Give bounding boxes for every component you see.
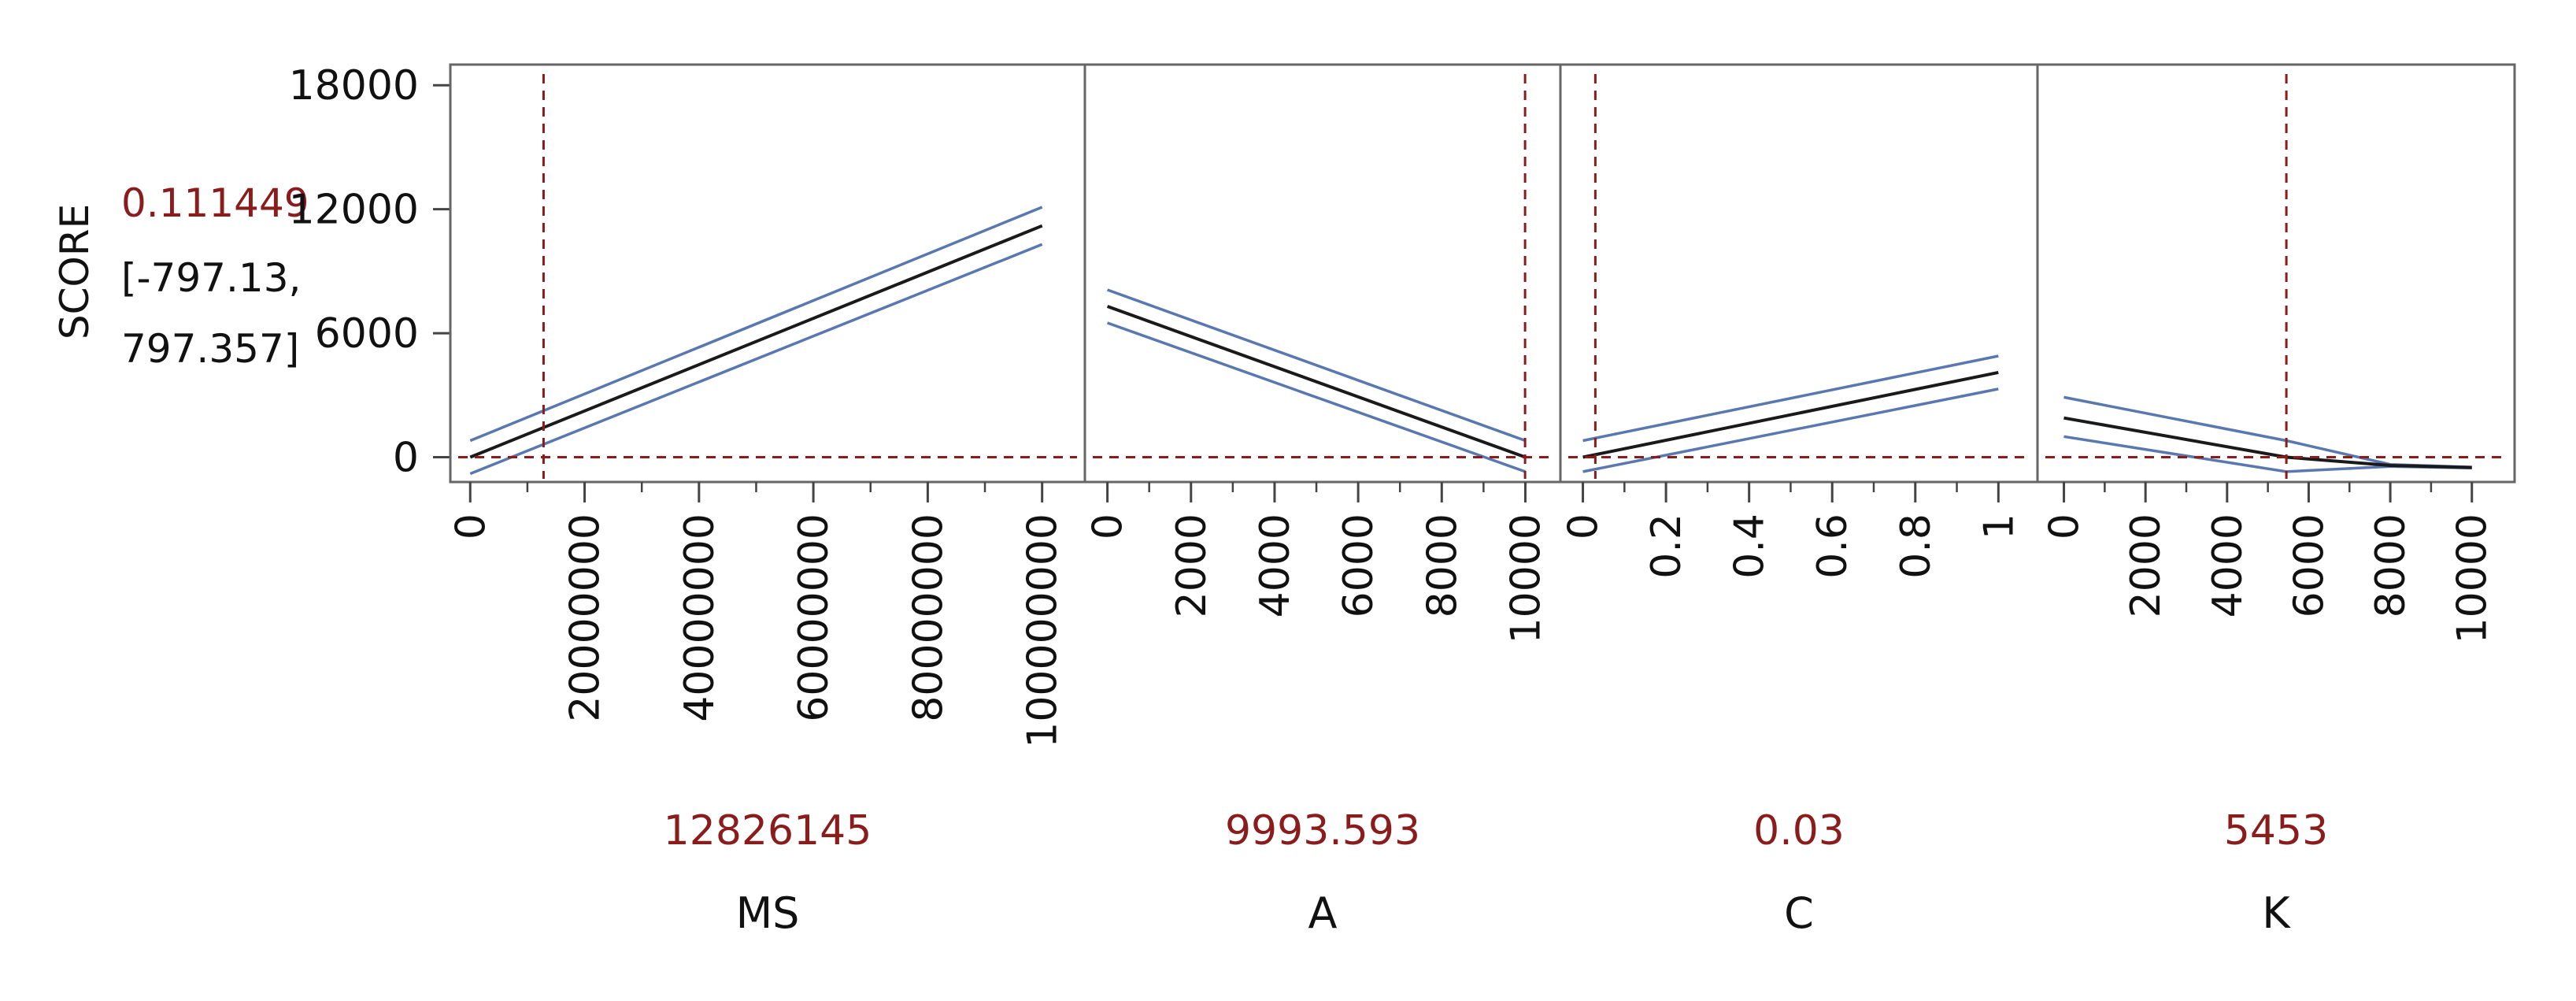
prediction-line-a xyxy=(1106,305,1527,459)
upper-ci-line-c xyxy=(1582,354,1999,443)
y-tick-label-12000: 12000 xyxy=(289,187,419,234)
x-tick-label-ms-4: 80000000 xyxy=(905,513,952,722)
panel-frame-a xyxy=(1083,63,1562,484)
factor-name-c: C xyxy=(1784,888,1814,938)
upper-ci-line-ms xyxy=(469,206,1043,443)
x-tick-label-a-3: 6000 xyxy=(1335,513,1382,617)
x-tick-label-c-5: 1 xyxy=(1975,513,2023,539)
panel-frame-ms xyxy=(449,63,1086,484)
lower-ci-line-a xyxy=(1107,321,1527,473)
x-tick-label-k-5: 10000 xyxy=(2449,513,2496,643)
x-tick-label-ms-1: 20000000 xyxy=(562,513,609,722)
y-tick-label-0: 0 xyxy=(393,435,419,482)
x-tick-label-ms-2: 40000000 xyxy=(676,513,724,722)
x-tick-label-k-4: 8000 xyxy=(2367,513,2415,617)
panel-a: 0 2000 4000 6000 8000 10000 9993.593 A xyxy=(1083,63,1562,938)
response-ci-upper: 797.357] xyxy=(121,326,299,372)
factor-current-value-ms: 12826145 xyxy=(664,807,872,855)
x-tick-label-a-2: 4000 xyxy=(1252,513,1299,617)
x-tick-label-a-1: 2000 xyxy=(1168,513,1216,617)
profiler-panels: 0 20000000 40000000 60000000 80000000 1000000… xyxy=(447,63,2516,938)
panel-k: 0 2000 4000 6000 8000 10000 5453 K xyxy=(2036,63,2516,938)
factor-current-value-c: 0.03 xyxy=(1753,807,1845,855)
x-tick-label-c-1: 0.2 xyxy=(1643,513,1690,579)
x-tick-label-ms-0: 0 xyxy=(447,513,494,539)
response-current-value: 0.111449 xyxy=(121,180,309,226)
factor-current-value-a: 9993.593 xyxy=(1225,807,1420,855)
x-tick-label-c-4: 0.8 xyxy=(1893,513,1940,579)
y-tick-label-6000: 6000 xyxy=(315,310,419,358)
panel-frame-k xyxy=(2036,63,2516,484)
panel-frame-c xyxy=(1559,63,2039,484)
x-tick-label-k-1: 2000 xyxy=(2123,513,2170,617)
response-ci-lower: [-797.13, xyxy=(121,255,301,301)
prediction-line-ms xyxy=(469,224,1043,459)
x-tick-label-k-3: 6000 xyxy=(2285,513,2333,617)
panel-c: 0 0.2 0.4 0.6 0.8 1 0.03 C xyxy=(1559,63,2039,938)
factor-name-a: A xyxy=(1308,888,1338,938)
x-tick-label-c-2: 0.4 xyxy=(1727,513,1774,579)
prediction-line-c xyxy=(1582,370,1999,459)
upper-ci-line-a xyxy=(1107,288,1527,443)
x-tick-label-a-4: 8000 xyxy=(1419,513,1466,617)
x-tick-label-ms-5: 100000000 xyxy=(1020,513,1067,748)
x-tick-label-a-5: 10000 xyxy=(1502,513,1549,643)
x-tick-label-a-0: 0 xyxy=(1085,513,1132,539)
prediction-line-k xyxy=(2063,416,2472,469)
factor-current-value-k: 5453 xyxy=(2224,807,2328,855)
factor-name-ms: MS xyxy=(736,888,800,938)
factor-name-k: K xyxy=(2262,888,2291,938)
panel-ms: 0 20000000 40000000 60000000 80000000 1000000… xyxy=(447,63,1086,938)
lower-ci-line-ms xyxy=(469,243,1043,476)
x-tick-label-ms-3: 60000000 xyxy=(790,513,838,722)
x-tick-label-k-2: 4000 xyxy=(2204,513,2252,617)
response-name-label: SCORE xyxy=(52,204,98,339)
x-tick-label-k-0: 0 xyxy=(2041,513,2089,539)
x-tick-label-c-0: 0 xyxy=(1560,513,1608,539)
y-tick-label-18000: 18000 xyxy=(289,62,419,109)
y-axis: 0 6000 12000 18000 xyxy=(289,62,450,482)
lower-ci-line-c xyxy=(1582,387,1999,473)
x-tick-label-c-3: 0.6 xyxy=(1809,513,1856,579)
